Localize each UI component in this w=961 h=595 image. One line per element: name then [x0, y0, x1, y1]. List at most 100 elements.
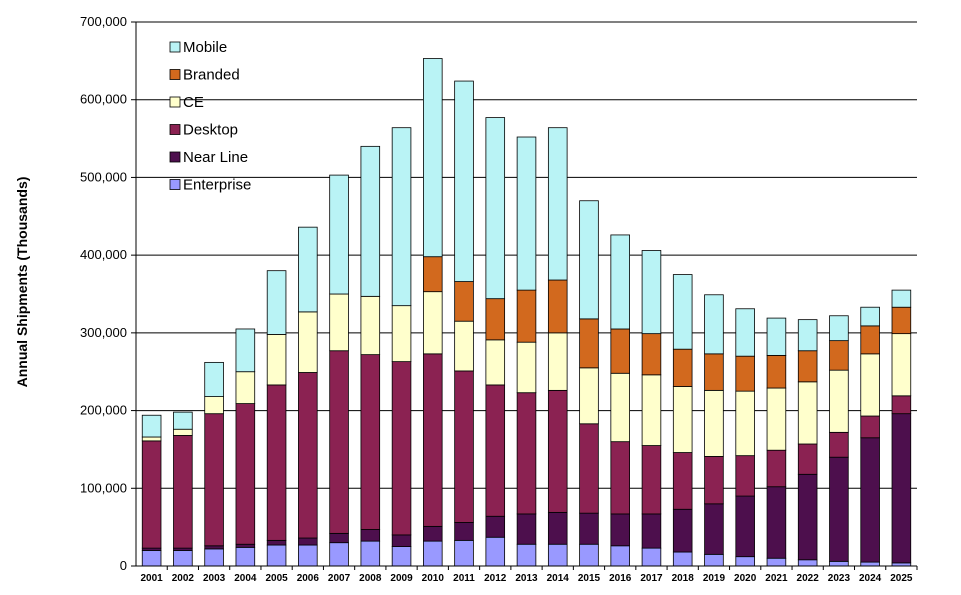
bar-segment-desktop [391, 361, 412, 536]
bar-segment-near-line [266, 539, 287, 546]
bar-segment-near-line [704, 503, 724, 555]
bar-segment-branded [829, 340, 849, 371]
bar-segment-ce [579, 367, 599, 425]
bar-stack-2023 [829, 315, 849, 567]
bar-segment-enterprise [610, 545, 630, 567]
bar-stack-2009 [391, 127, 412, 567]
bar-segment-desktop [141, 440, 162, 549]
bar-segment-ce [704, 389, 724, 457]
bar-segment-mobile [391, 127, 412, 307]
bar-segment-enterprise [235, 546, 256, 567]
bar-segment-mobile [173, 411, 193, 430]
bar-segment-enterprise [797, 559, 818, 567]
x-tick-label: 2015 [578, 573, 601, 584]
bar-segment-desktop [672, 452, 693, 510]
bar-segment-branded [672, 348, 693, 387]
bar-stack-2022 [797, 319, 818, 567]
bar-segment-ce [360, 295, 381, 356]
bar-segment-branded [516, 289, 537, 343]
bar-segment-near-line [641, 513, 662, 549]
bar-segment-ce [329, 293, 349, 352]
bar-stack-2008 [360, 145, 381, 567]
x-axis-ticks: 2001 2002 2003 2004 2005 2006 2007 2008 2009 2010… [140, 566, 918, 584]
x-tick-label: 2001 [140, 573, 163, 584]
legend-label: CE [183, 94, 204, 111]
y-tick-label: 0 [120, 558, 127, 573]
bar-segment-ce [141, 436, 162, 442]
bar-segment-branded [641, 333, 662, 376]
bar-segment-mobile [735, 308, 755, 357]
bar-segment-branded [547, 279, 568, 334]
bar-segment-branded [891, 306, 912, 335]
legend-swatch [169, 179, 181, 190]
bar-segment-desktop [891, 395, 912, 415]
y-tick-label: 300,000 [80, 325, 127, 340]
bar-segment-enterprise [454, 539, 474, 567]
bar-segment-branded [454, 281, 474, 322]
bar-stack-2007 [329, 174, 349, 567]
x-tick-label: 2003 [203, 573, 226, 584]
bar-stack-2018 [672, 274, 693, 567]
bar-segment-mobile [579, 200, 599, 320]
bar-segment-enterprise [329, 542, 349, 567]
bar-segment-ce [797, 381, 818, 445]
bar-segment-branded [423, 256, 443, 293]
bar-segment-near-line [329, 532, 349, 544]
bar-segment-desktop [829, 431, 849, 458]
x-tick-label: 2010 [422, 573, 445, 584]
bar-stack-2016 [610, 234, 630, 567]
bar-segment-mobile [298, 226, 318, 313]
bar-segment-branded [860, 325, 880, 355]
y-tick-label: 100,000 [80, 480, 127, 495]
bar-segment-branded [797, 350, 818, 383]
bar-segment-mobile [797, 319, 818, 352]
bar-segment-near-line [829, 456, 849, 562]
bar-segment-near-line [485, 515, 506, 538]
bar-segment-enterprise [360, 540, 381, 567]
bar-stack-2017 [641, 250, 662, 567]
bar-segment-ce [735, 390, 755, 457]
y-tick-label: 500,000 [80, 169, 127, 184]
bar-stack-2015 [579, 200, 599, 567]
bar-segment-mobile [454, 80, 474, 282]
bar-segment-enterprise [391, 546, 412, 567]
bar-segment-ce [391, 305, 412, 363]
bar-segment-near-line [672, 508, 693, 553]
bar-segment-mobile [329, 174, 349, 295]
bar-segment-near-line [766, 486, 787, 559]
bar-segment-mobile [423, 58, 443, 258]
bar-segment-near-line [797, 473, 818, 561]
y-tick-label: 400,000 [80, 247, 127, 262]
bar-segment-near-line [860, 437, 880, 563]
bar-segment-enterprise [704, 553, 724, 567]
bar-segment-mobile [485, 117, 506, 300]
bar-segment-branded [579, 318, 599, 369]
x-tick-label: 2025 [890, 573, 913, 584]
bar-segment-ce [860, 353, 880, 417]
y-axis-label: Annual Shipments (Thousands) [14, 177, 30, 388]
bar-segment-enterprise [423, 540, 443, 567]
bar-segment-enterprise [141, 550, 162, 567]
bar-segment-mobile [516, 136, 537, 291]
legend-label: Enterprise [183, 177, 251, 194]
bar-segment-ce [766, 387, 787, 451]
x-tick-label: 2020 [734, 573, 757, 584]
bar-stack-2003 [204, 361, 224, 567]
x-tick-label: 2017 [640, 573, 663, 584]
bar-segment-enterprise [860, 561, 880, 567]
bar-segment-desktop [766, 449, 787, 488]
bar-segment-desktop [266, 384, 287, 541]
bar-segment-desktop [610, 441, 630, 515]
x-tick-label: 2016 [609, 573, 632, 584]
bar-segment-near-line [204, 545, 224, 550]
legend-swatch [169, 41, 181, 53]
bar-segment-enterprise [579, 543, 599, 567]
bar-segment-desktop [516, 392, 537, 515]
y-axis-ticks: 0 100,000 200,000 300,000 400,000 500,000 600,… [80, 14, 136, 573]
bar-segment-mobile [829, 315, 849, 342]
bar-segment-mobile [891, 289, 912, 308]
x-tick-label: 2021 [765, 573, 788, 584]
bar-segment-near-line [735, 495, 755, 558]
bar-segment-mobile [235, 328, 256, 373]
legend-swatch [169, 151, 181, 163]
